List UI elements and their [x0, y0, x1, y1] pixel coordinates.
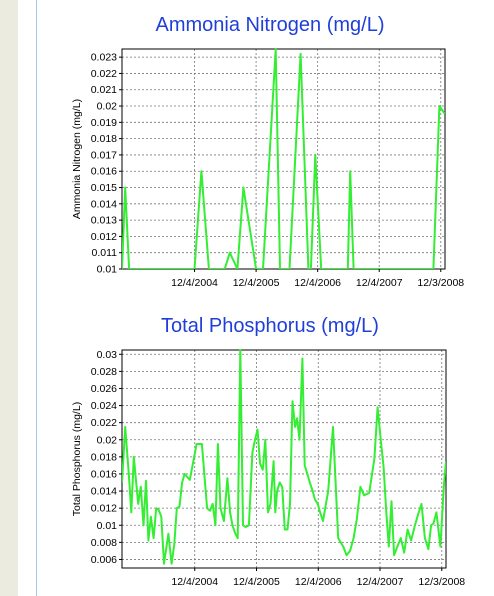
ammonia-y-axis-label: Ammonia Nitrogen (mg/L) [71, 99, 83, 219]
ammonia-series-line [122, 48, 445, 269]
phosphorus-y-tick-label: 0.018 [91, 451, 117, 463]
ammonia-x-tick-label: 12/3/2008 [417, 277, 464, 289]
phosphorus-y-tick-label: 0.022 [91, 417, 117, 429]
ammonia-y-tick-label: 0.012 [91, 231, 117, 243]
ammonia-y-tick-label: 0.017 [91, 149, 117, 161]
ammonia-y-tick-label: 0.021 [91, 84, 117, 96]
phosphorus-y-tick-label: 0.02 [97, 434, 118, 446]
phosphorus-series-line [122, 349, 446, 565]
ammonia-x-tick-label: 12/4/2005 [233, 277, 280, 289]
ammonia-y-tick-label: 0.014 [91, 198, 117, 210]
phosphorus-y-tick-label: 0.012 [91, 503, 117, 515]
ammonia-y-tick-label: 0.023 [91, 52, 117, 64]
ammonia-y-tick-label: 0.018 [91, 133, 117, 145]
phosphorus-y-tick-label: 0.03 [97, 349, 118, 361]
left-strip [0, 0, 18, 596]
ammonia-x-tick-label: 12/4/2004 [171, 277, 218, 289]
ammonia-y-tick-label: 0.02 [97, 101, 118, 113]
ammonia-x-tick-label: 12/4/2007 [356, 277, 403, 289]
phosphorus-x-tick-label: 12/4/2006 [295, 576, 342, 588]
ammonia-y-tick-label: 0.015 [91, 182, 117, 194]
ammonia-y-tick-label: 0.022 [91, 68, 117, 80]
phosphorus-y-tick-label: 0.016 [91, 468, 117, 480]
phosphorus-y-axis-label: Total Phosphorus (mg/L) [71, 402, 83, 516]
ammonia-x-tick-label: 12/4/2006 [294, 277, 341, 289]
phosphorus-x-tick-label: 12/4/2007 [357, 576, 404, 588]
ammonia-y-tick-label: 0.013 [91, 215, 117, 227]
chart-title-phosphorus: Total Phosphorus (mg/L) [161, 315, 379, 337]
phosphorus-plot-frame [121, 349, 447, 569]
phosphorus-plot-area [122, 350, 446, 568]
ammonia-y-tick-label: 0.011 [92, 247, 118, 259]
ammonia-plot-area [122, 49, 445, 269]
phosphorus-y-tick-label: 0.006 [91, 554, 117, 566]
phosphorus-x-tick-label: 12/3/2008 [418, 576, 465, 588]
phosphorus-y-tick-label: 0.008 [91, 537, 117, 549]
phosphorus-y-tick-label: 0.028 [91, 366, 117, 378]
chart-title-ammonia: Ammonia Nitrogen (mg/L) [155, 14, 385, 36]
phosphorus-y-tick-label: 0.014 [91, 486, 117, 498]
phosphorus-y-tick-label: 0.01 [97, 520, 118, 532]
ammonia-y-tick-label: 0.01 [97, 264, 118, 276]
left-border [36, 0, 37, 596]
phosphorus-y-tick-label: 0.026 [91, 383, 117, 395]
ammonia-y-tick-label: 0.016 [91, 166, 117, 178]
phosphorus-x-tick-label: 12/4/2004 [171, 576, 218, 588]
phosphorus-y-tick-label: 0.024 [91, 400, 117, 412]
phosphorus-chart: 0.006 0.008 0.01 0.012 0.014 0.016 0.018 0.02 0.… [71, 349, 465, 588]
ammonia-y-tick-label: 0.019 [91, 117, 117, 129]
ammonia-chart: 0.01 0.011 0.012 0.013 0.014 0.015 0.016 0.017 0… [71, 48, 464, 289]
phosphorus-x-tick-label: 12/4/2005 [233, 576, 280, 588]
